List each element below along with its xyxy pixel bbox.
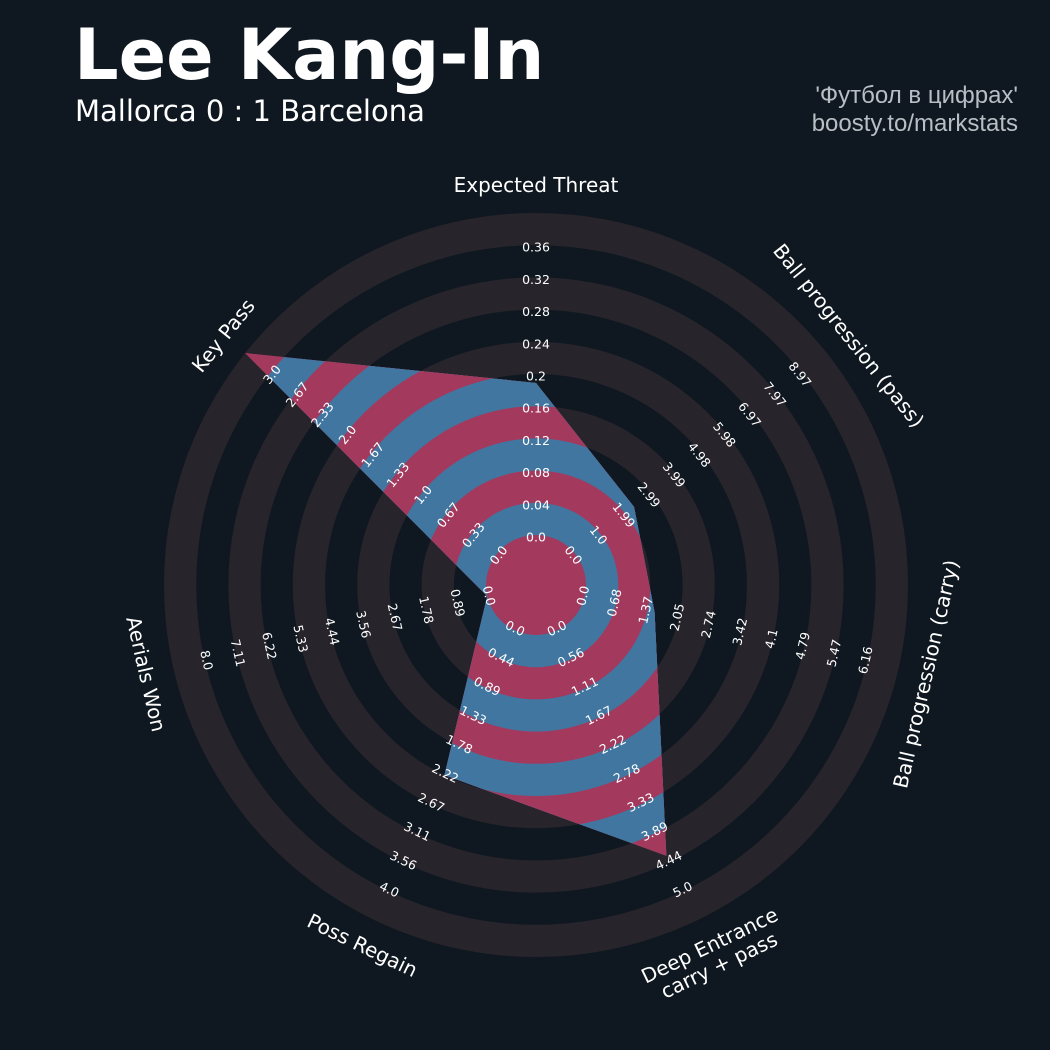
param-label: Aerials Won	[121, 614, 171, 734]
tick-label: 8.0	[197, 649, 216, 672]
tick-label: 4.1	[762, 627, 781, 650]
credit-line-1: 'Футбол в цифрах'	[815, 82, 1018, 109]
tick-label: 3.42	[729, 616, 750, 646]
tick-label: 1.37	[635, 595, 656, 625]
tick-label: 6.16	[855, 645, 876, 676]
tick-label: 2.74	[698, 609, 719, 640]
credit-line-2: boosty.to/markstats	[811, 110, 1018, 137]
tick-label: 0.04	[522, 497, 550, 512]
tick-label: 5.33	[290, 623, 311, 653]
tick-label: 0.28	[522, 304, 550, 319]
tick-label: 0.32	[522, 272, 550, 287]
tick-label: 0.12	[522, 433, 550, 448]
chart-subtitle: Mallorca 0 : 1 Barcelona	[75, 94, 425, 128]
tick-label: 0.24	[522, 336, 550, 351]
tick-labels: 0.0 0.04 0.08 0.12 0.16 0.2 0.24 0.28 0.32 0.36 0.…	[197, 240, 876, 901]
tick-label: 2.67	[385, 602, 406, 632]
tick-label: 0.89	[447, 588, 468, 619]
tick-label: 2.05	[667, 602, 688, 632]
chart-title: Lee Kang-In	[74, 14, 545, 96]
tick-label: 0.2	[526, 369, 546, 384]
tick-label: 0.08	[522, 465, 550, 480]
param-label: Expected Threat	[454, 173, 619, 197]
tick-label: 0.0	[573, 584, 592, 607]
tick-label: 0.68	[604, 588, 625, 619]
tick-label: 4.79	[792, 631, 813, 662]
tick-label: 0.0	[480, 584, 499, 607]
tick-label: 6.22	[259, 631, 280, 661]
tick-label: 3.56	[353, 609, 374, 640]
tick-label: 7.11	[228, 638, 249, 668]
tick-label: 0.0	[526, 530, 546, 545]
tick-label: 1.78	[416, 595, 437, 626]
tick-label: 0.36	[522, 240, 550, 255]
inside-band-center	[486, 535, 586, 635]
tick-label: 5.47	[824, 638, 845, 668]
tick-label: 0.16	[522, 401, 550, 416]
tick-label: 4.44	[322, 616, 343, 647]
